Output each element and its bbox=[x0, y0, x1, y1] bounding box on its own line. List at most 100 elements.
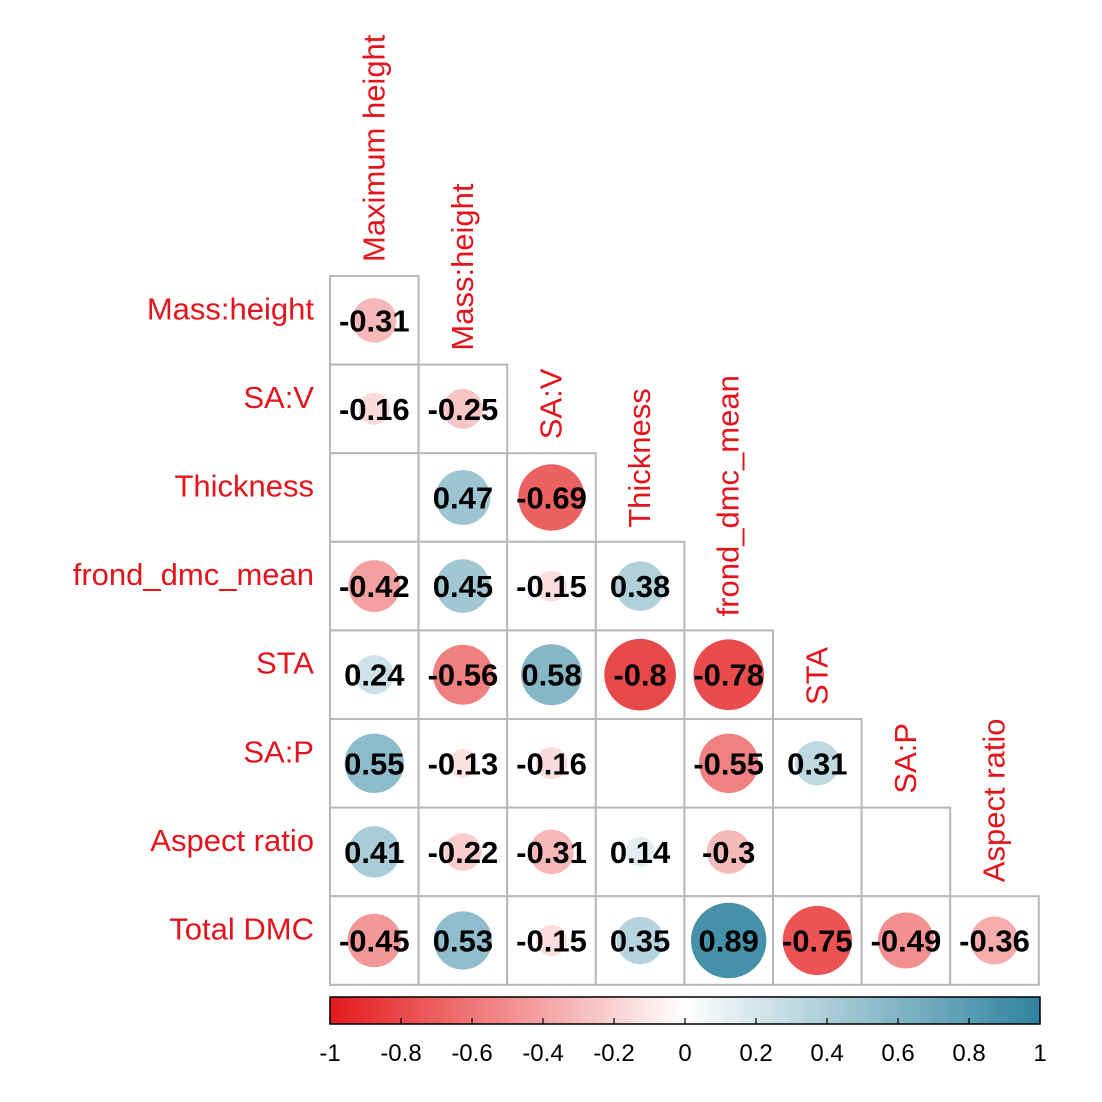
colorbar-tick-label: 1 bbox=[1033, 1040, 1046, 1067]
correlation-circle bbox=[536, 925, 567, 956]
correlation-circle bbox=[348, 560, 401, 612]
correlation-value: 0.58 bbox=[521, 658, 581, 693]
correlation-circle bbox=[433, 911, 492, 970]
matrix-cell bbox=[329, 895, 420, 986]
correlation-value: -0.42 bbox=[339, 569, 410, 604]
matrix-cell bbox=[772, 806, 863, 898]
correlation-value: 0.35 bbox=[610, 924, 670, 959]
correlation-value: -0.15 bbox=[516, 569, 587, 604]
correlation-value: -0.45 bbox=[339, 924, 410, 959]
colorbar-tick-label: -0.8 bbox=[380, 1040, 421, 1067]
correlation-circle bbox=[782, 905, 852, 976]
correlation-circle bbox=[442, 388, 483, 429]
correlation-value: 0.41 bbox=[344, 835, 404, 870]
correlation-value: -0.31 bbox=[516, 835, 587, 870]
correlation-value: -0.36 bbox=[959, 924, 1030, 959]
colorbar-tick-label: -0.2 bbox=[593, 1040, 634, 1067]
correlation-value: -0.8 bbox=[613, 658, 666, 693]
correlation-value: 0.31 bbox=[787, 746, 847, 781]
correlation-value: -0.25 bbox=[428, 392, 499, 427]
correlation-value: -0.69 bbox=[516, 481, 587, 516]
colorbar-tick-label: -1 bbox=[319, 1040, 340, 1067]
colorbar-tick-label: 0.2 bbox=[739, 1040, 772, 1067]
correlation-circle bbox=[348, 826, 400, 878]
column-label: Thickness bbox=[622, 388, 657, 528]
column-label: SA:V bbox=[534, 368, 569, 439]
column-labels: Maximum height Mass:height SA:V Thickness fr… bbox=[356, 34, 1011, 882]
correlation-circle bbox=[444, 833, 482, 871]
correlation-matrix: -0.31 -0.16 -0.25 0.47 -0.69 -0.42 0.45 -0.15 0.… bbox=[329, 275, 1040, 986]
column-label: Mass:height bbox=[445, 183, 480, 351]
column-label: Aspect ratio bbox=[977, 718, 1012, 882]
correlation-circle bbox=[625, 836, 656, 867]
correlation-value: -0.56 bbox=[428, 658, 499, 693]
correlation-value: 0.89 bbox=[699, 924, 759, 959]
correlation-circle bbox=[706, 830, 751, 874]
correlation-circle bbox=[604, 638, 676, 711]
correlation-value: -0.22 bbox=[428, 835, 499, 870]
column-label: frond_dmc_mean bbox=[711, 375, 746, 616]
matrix-cell bbox=[594, 895, 686, 986]
correlation-value: 0.53 bbox=[433, 924, 493, 959]
correlation-value: 0.14 bbox=[610, 835, 671, 870]
correlation-circle bbox=[877, 912, 934, 969]
correlation-value: -0.13 bbox=[428, 746, 499, 781]
correlation-circle bbox=[691, 902, 767, 979]
row-label: Aspect ratio bbox=[150, 823, 314, 858]
correlation-circle bbox=[536, 570, 567, 602]
correlation-value: 0.38 bbox=[610, 569, 670, 604]
correlation-circle bbox=[795, 741, 840, 786]
correlation-value: -0.16 bbox=[516, 746, 587, 781]
colorbar-tick-label: 0.4 bbox=[810, 1040, 843, 1067]
correlation-value: -0.31 bbox=[339, 303, 410, 338]
colorbar: -1 -0.8 -0.6 -0.4 -0.2 0 0.2 0.4 0.6 0.8 1 bbox=[319, 996, 1047, 1067]
matrix-cell bbox=[594, 718, 686, 809]
row-label: SA:P bbox=[243, 734, 314, 769]
column-label: Maximum height bbox=[356, 34, 391, 262]
correlation-circle bbox=[347, 913, 402, 968]
correlation-value: 0.24 bbox=[344, 658, 405, 693]
correlation-circle bbox=[615, 561, 665, 611]
colorbar-tick-label: 0.6 bbox=[881, 1040, 914, 1067]
correlation-circle bbox=[354, 655, 394, 695]
correlation-circle bbox=[535, 747, 568, 780]
correlation-circle bbox=[616, 916, 664, 965]
correlation-circle bbox=[518, 464, 585, 531]
correlation-value: -0.3 bbox=[702, 835, 755, 870]
colorbar-tick-label: -0.4 bbox=[522, 1040, 563, 1067]
correlation-value: -0.55 bbox=[693, 746, 764, 781]
correlation-circle bbox=[433, 644, 493, 705]
correlation-value: 0.55 bbox=[344, 746, 404, 781]
correlation-circle bbox=[436, 559, 490, 613]
correlation-value: 0.45 bbox=[433, 569, 493, 604]
correlation-value: -0.16 bbox=[339, 392, 410, 427]
row-label: Thickness bbox=[174, 469, 314, 504]
correlation-circle bbox=[521, 644, 582, 706]
column-label: STA bbox=[799, 647, 834, 705]
correlation-value: -0.75 bbox=[782, 924, 853, 959]
correlation-circle bbox=[352, 298, 397, 343]
row-label: STA bbox=[256, 646, 314, 681]
correlation-circle bbox=[344, 733, 404, 793]
correlation-value: -0.78 bbox=[693, 658, 764, 693]
correlation-value: 0.47 bbox=[433, 481, 493, 516]
row-label: SA:V bbox=[243, 380, 314, 415]
correlation-value: -0.49 bbox=[871, 924, 942, 959]
correlation-value: -0.15 bbox=[516, 924, 587, 959]
matrix-cell bbox=[860, 806, 952, 898]
correlation-circle bbox=[358, 392, 391, 425]
matrix-cell bbox=[329, 452, 420, 543]
column-label: SA:P bbox=[888, 723, 923, 794]
colorbar-tick-label: 0.8 bbox=[952, 1040, 985, 1067]
correlation-circle bbox=[693, 639, 764, 710]
correlation-circle bbox=[970, 916, 1019, 965]
row-label: Total DMC bbox=[169, 912, 314, 947]
colorbar-tick-label: -0.6 bbox=[451, 1040, 492, 1067]
correlation-circle bbox=[435, 470, 491, 525]
correlation-circle bbox=[448, 748, 478, 778]
correlation-circle bbox=[699, 733, 759, 793]
colorbar-tick-label: 0 bbox=[678, 1040, 691, 1067]
row-labels: Mass:height SA:V Thickness frond_dmc_mean ST… bbox=[73, 291, 315, 946]
correlation-circle bbox=[529, 829, 574, 875]
